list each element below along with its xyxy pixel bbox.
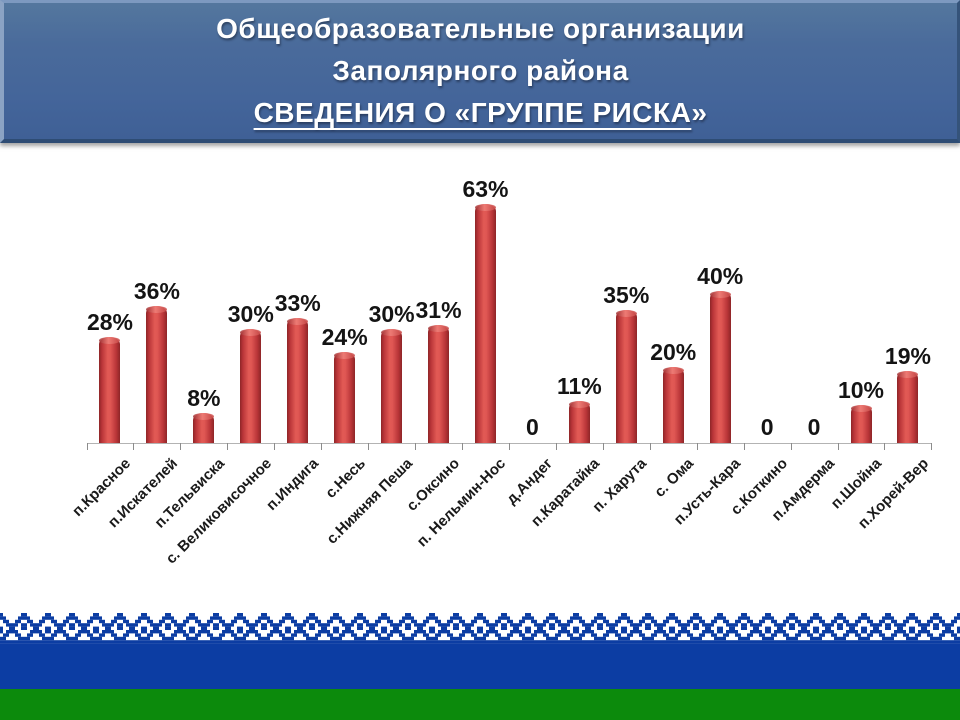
bar-top-cap — [709, 291, 731, 298]
flag-blue-band — [0, 647, 960, 689]
bar-value-label: 24% — [321, 324, 368, 350]
bar-value-label: 30% — [368, 301, 415, 327]
bar — [850, 405, 872, 443]
axis-tick — [743, 443, 745, 450]
bar-value-label: 30% — [227, 301, 274, 327]
bar-top-cap — [193, 413, 215, 420]
axis-tick — [180, 443, 182, 450]
slide-title-line-3-tail: » — [691, 97, 708, 128]
bar — [334, 352, 356, 443]
bar — [193, 413, 215, 443]
bar — [428, 325, 450, 443]
bar-value-label: 0 — [760, 414, 774, 440]
bar-value-label: 19% — [884, 343, 931, 369]
bar-top-cap — [287, 318, 309, 325]
bar-value-label: 33% — [274, 290, 321, 316]
bar-value-label: 35% — [603, 282, 650, 308]
slide-title-line-3: СВЕДЕНИЯ О «ГРУППЕ РИСКА» — [254, 93, 708, 133]
bar-top-cap — [146, 306, 168, 313]
axis-tick — [415, 443, 417, 450]
bar — [662, 367, 684, 443]
axis-tick — [837, 443, 839, 450]
slide-title-line-3-underlined: СВЕДЕНИЯ О «ГРУППЕ РИСКА — [253, 97, 692, 128]
bar-value-label: 10% — [837, 377, 885, 403]
flag-ornament-strip — [0, 613, 960, 647]
title-banner: Общеобразовательные организации Заполярн… — [0, 0, 960, 143]
slide-title-line-1: Общеобразовательные организации — [216, 13, 745, 44]
axis-tick — [508, 443, 510, 450]
bar-top-cap — [662, 367, 684, 374]
title-block: Общеобразовательные организации Заполярн… — [4, 3, 957, 139]
bar — [99, 337, 121, 443]
bar-top-cap — [381, 329, 403, 336]
axis-tick — [86, 443, 88, 450]
bar-top-cap — [568, 401, 590, 408]
bar-value-label: 8% — [187, 385, 221, 411]
axis-tick — [649, 443, 651, 450]
bar — [897, 371, 919, 443]
axis-tick — [368, 443, 370, 450]
bar-top-cap — [474, 204, 496, 211]
flag-ornament-pattern — [0, 613, 960, 647]
axis-tick — [321, 443, 323, 450]
bar-value-label: 28% — [86, 309, 133, 335]
bar-value-label: 63% — [462, 176, 509, 202]
axis-tick — [790, 443, 792, 450]
axis-tick — [227, 443, 229, 450]
axis-tick — [555, 443, 557, 450]
bar-top-cap — [428, 325, 450, 332]
bar-chart: 28% п.Красное 36% п.Искателей 8% п.Тельвиска 3… — [0, 143, 960, 612]
bar — [381, 329, 403, 443]
bar — [709, 291, 731, 443]
bar-value-label: 36% — [133, 278, 180, 304]
bar — [568, 401, 590, 443]
bar — [240, 329, 262, 443]
bar — [287, 318, 309, 443]
bar-top-cap — [897, 371, 919, 378]
bar — [474, 204, 496, 443]
axis-tick — [462, 443, 464, 450]
bar-value-label: 11% — [556, 373, 602, 399]
bar-top-cap — [240, 329, 262, 336]
axis-tick — [696, 443, 698, 450]
bar-top-cap — [334, 352, 356, 359]
bar-value-label: 20% — [650, 339, 697, 365]
bar-top-cap — [615, 310, 637, 317]
axis-tick — [602, 443, 604, 450]
bar-value-label: 40% — [697, 263, 744, 289]
bar-top-cap — [850, 405, 872, 412]
bar-value-label: 31% — [415, 297, 462, 323]
bar — [615, 310, 637, 443]
axis-tick — [274, 443, 276, 450]
bar-value-label: 0 — [807, 414, 821, 440]
bar — [146, 306, 168, 443]
axis-tick — [931, 443, 933, 450]
axis-tick — [133, 443, 135, 450]
bar-value-label: 0 — [526, 414, 539, 440]
flag-green-band — [0, 689, 960, 720]
slide-title-line-2: Заполярного района — [332, 55, 629, 86]
bar-top-cap — [99, 337, 121, 344]
axis-tick — [884, 443, 886, 450]
